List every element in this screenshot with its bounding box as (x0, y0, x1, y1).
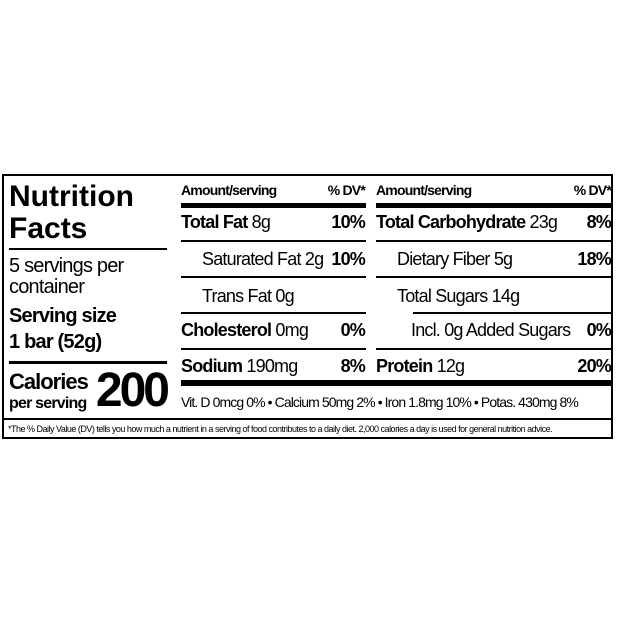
divider (181, 348, 366, 350)
amount-header: Amount/serving (181, 182, 277, 198)
nutrient-dv: 20% (577, 356, 611, 376)
nutrient-amount: 0mg (275, 320, 309, 340)
nutrient-name: Total Sugars (397, 286, 488, 306)
divider-thick (181, 203, 366, 208)
nutrient-name: Saturated Fat (202, 249, 301, 269)
divider-thick (9, 361, 167, 364)
divider-thick (376, 203, 612, 208)
nutrient-amount: 12g (436, 356, 465, 376)
nutrient-sodium: Sodium 190mg (181, 356, 298, 376)
divider (413, 312, 612, 314)
nutrient-dv: 18% (577, 249, 611, 269)
nutrient-dv: 0% (340, 320, 366, 340)
nutrient-amount: 0g (275, 286, 294, 306)
nutrient-total-carbohydrate: Total Carbohydrate 23g (376, 212, 558, 232)
nutrient-amount: 14g (491, 286, 520, 306)
nutrient-total-sugars: Total Sugars 14g (397, 286, 520, 306)
servings-per-container: 5 servings per (9, 255, 124, 277)
nutrient-amount: 5g (493, 249, 513, 269)
nutrient-total-fat: Total Fat 8g (181, 212, 271, 232)
nutrient-saturated-fat: Saturated Fat 2g (202, 249, 324, 269)
nutrient-name: Total Carbohydrate (376, 212, 526, 232)
nutrient-protein: Protein 12g (376, 356, 465, 376)
nutrition-facts-panel (2, 174, 613, 439)
divider (376, 276, 612, 278)
nutrient-trans-fat: Trans Fat 0g (202, 286, 295, 306)
footnote: *The % Daily Value (DV) tells you how mu… (8, 424, 553, 434)
nutrient-dv: 10% (331, 212, 365, 232)
nutrient-cholesterol: Cholesterol 0mg (181, 320, 309, 340)
divider (181, 312, 366, 314)
nutrient-amount: 8g (251, 212, 271, 232)
divider-thick (181, 380, 612, 386)
nutrient-dv: 10% (331, 249, 365, 269)
vitamins-minerals: Vit. D 0mcg 0% • Calcium 50mg 2% • Iron … (181, 394, 579, 410)
title-facts: Facts (9, 212, 88, 245)
divider (181, 276, 366, 278)
nutrient-dietary-fiber: Dietary Fiber 5g (397, 249, 513, 269)
nutrient-added-sugars: Incl. 0g Added Sugars (411, 320, 571, 340)
title-nutrition: Nutrition (9, 180, 134, 213)
nutrient-name: Trans Fat (202, 286, 272, 306)
nutrient-amount: 2g (304, 249, 324, 269)
nutrient-dv: 8% (586, 212, 612, 232)
nutrient-name: Total Fat (181, 212, 248, 232)
nutrient-amount: 190mg (246, 356, 298, 376)
serving-size-label: Serving size (9, 305, 117, 327)
servings-container: container (9, 276, 85, 298)
nutrient-amount: 23g (529, 212, 558, 232)
divider (4, 418, 613, 420)
divider (376, 240, 612, 242)
calories-value: 200 (95, 364, 170, 417)
dv-header: % DV* (327, 182, 366, 198)
nutrient-dv: 8% (340, 356, 366, 376)
nutrient-name: Protein (376, 356, 433, 376)
calories-per-serving: per serving (9, 395, 87, 412)
divider (181, 240, 366, 242)
nutrient-name: Dietary Fiber (397, 249, 490, 269)
calories-label: Calories (9, 369, 89, 394)
amount-header: Amount/serving (376, 182, 472, 198)
dv-header: % DV* (573, 182, 612, 198)
divider (9, 248, 167, 250)
nutrient-name: Sodium (181, 356, 243, 376)
nutrient-name: Cholesterol (181, 320, 272, 340)
nutrient-dv: 0% (586, 320, 612, 340)
serving-size-value: 1 bar (52g) (9, 331, 102, 353)
divider (376, 348, 612, 350)
